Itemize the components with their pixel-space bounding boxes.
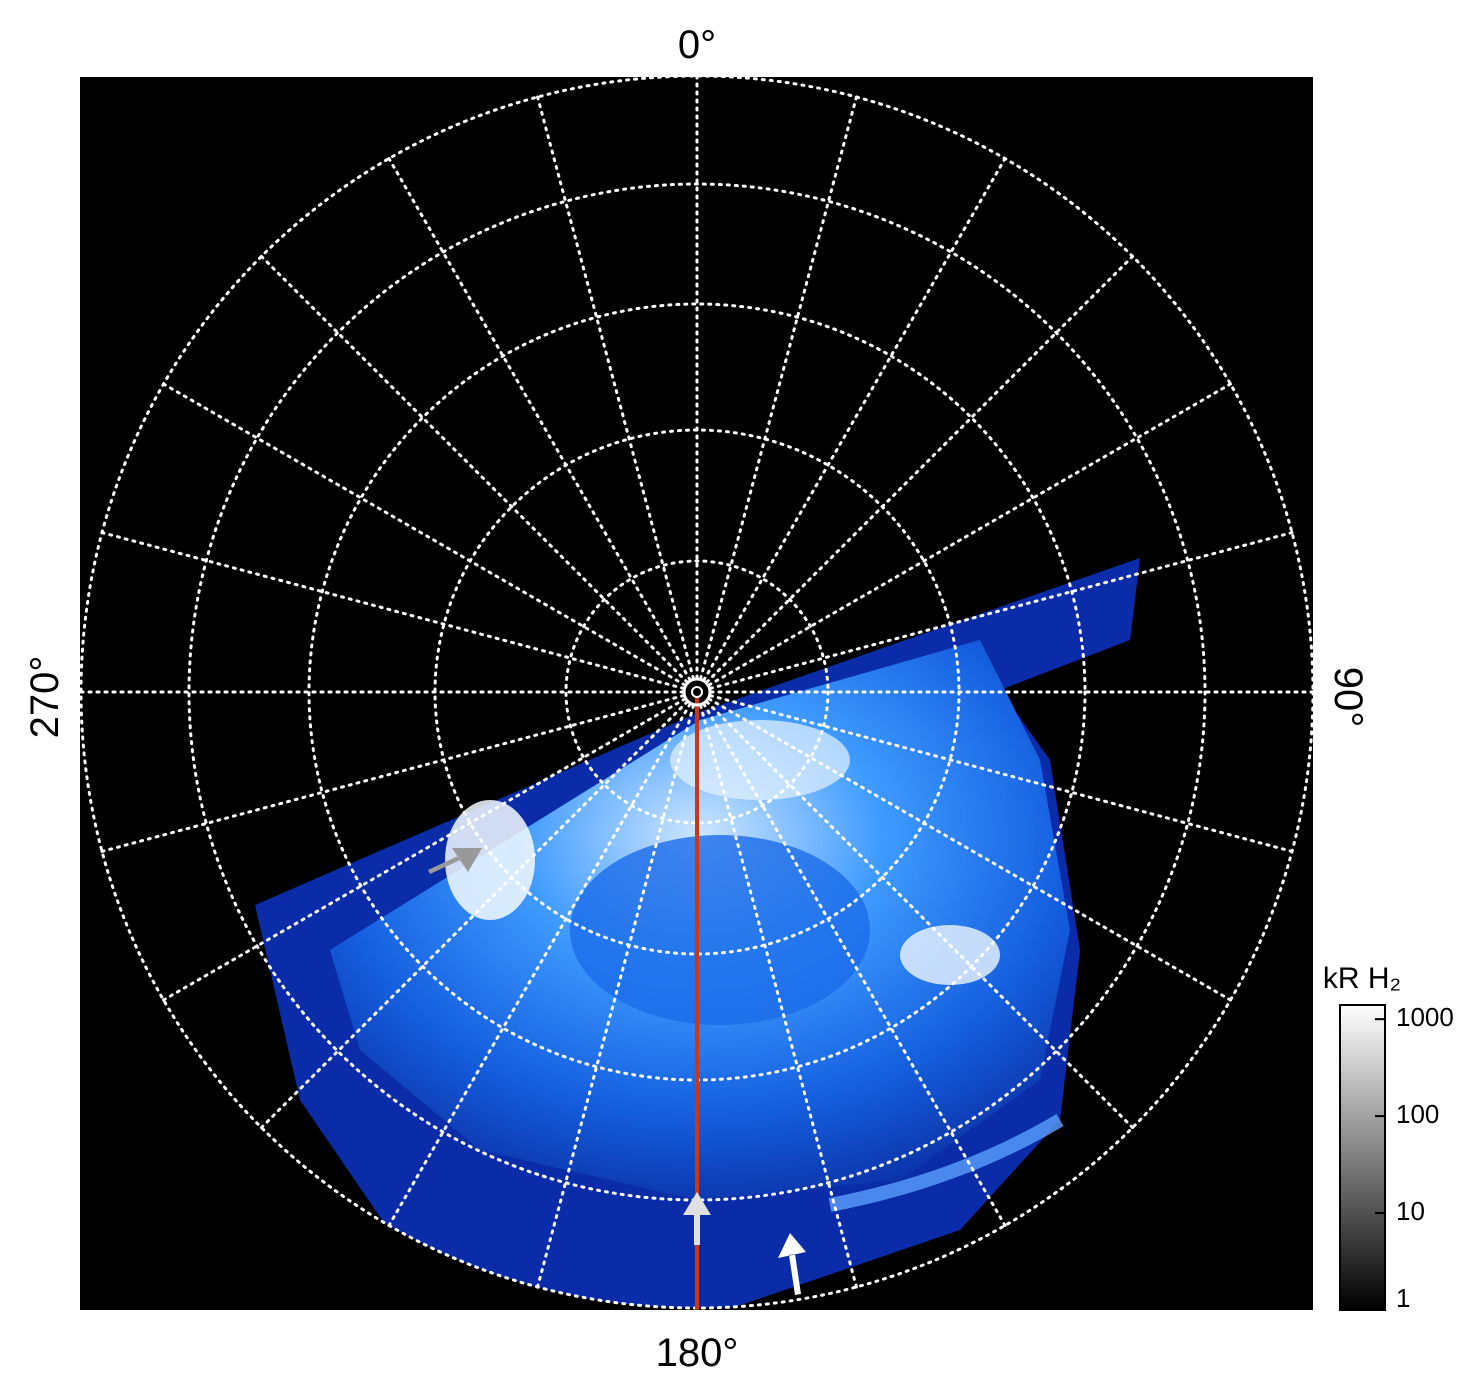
colorbar-tick-label: 10 (1396, 1196, 1425, 1226)
arrow (778, 1233, 806, 1295)
colorbar-tick-label: 1000 (1396, 1002, 1454, 1032)
arrow (683, 1192, 711, 1245)
longitude-label: 0° (678, 23, 716, 67)
longitude-label: 90° (1326, 667, 1370, 728)
longitude-label: 180° (656, 1331, 739, 1375)
pole-marker (691, 686, 703, 698)
colorbar-title: kR H₂ (1323, 962, 1401, 995)
colorbar-tick-label: 1 (1396, 1283, 1410, 1313)
colorbar-tick-label: 100 (1396, 1099, 1439, 1129)
colorbar (1339, 1004, 1386, 1311)
arrow (428, 848, 482, 874)
latitude-ring (564, 559, 830, 825)
pole-marker (682, 677, 712, 707)
latitude-ring (187, 182, 1207, 1202)
longitude-label: 270° (23, 656, 67, 739)
